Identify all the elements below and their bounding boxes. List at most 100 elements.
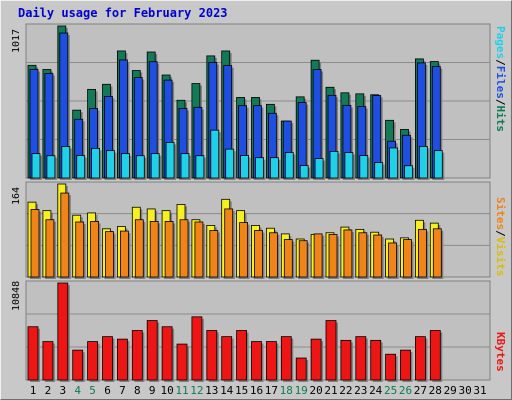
kbytes-bar <box>370 339 382 381</box>
pages-bar <box>106 150 115 179</box>
sites-bar <box>283 239 293 278</box>
sites-bar <box>45 219 55 278</box>
x-axis-label: 22 <box>339 384 352 397</box>
legend-sep: / <box>494 98 507 106</box>
kbytes-bar <box>295 357 307 381</box>
x-axis-label: 24 <box>369 384 383 397</box>
sites-bar <box>313 233 323 278</box>
pages-bar <box>121 153 130 179</box>
pages-bar <box>210 129 220 179</box>
sites-bar <box>358 232 368 278</box>
x-axis-label: 6 <box>104 384 111 397</box>
pages-bar <box>269 157 279 179</box>
pages-bar <box>418 146 428 179</box>
kbytes-bar <box>27 326 39 381</box>
x-axis-label: 9 <box>149 384 156 397</box>
sites-bar <box>90 221 99 278</box>
sites-bar <box>164 221 174 278</box>
sites-bar <box>388 242 398 278</box>
pages-bar <box>61 146 71 179</box>
pages-bar <box>329 150 339 179</box>
pages-bar <box>404 165 413 179</box>
kbytes-bar <box>117 338 128 381</box>
sites-bar <box>403 239 412 278</box>
kbytes-bar <box>221 336 233 381</box>
pages-bar <box>374 162 384 179</box>
kbytes-bar <box>57 282 69 381</box>
sites-legend: Sites <box>494 197 507 231</box>
files-legend: Files <box>494 65 507 99</box>
x-axis-label: 20 <box>309 384 322 397</box>
sites-bar <box>30 209 40 278</box>
x-axis-label: 1 <box>30 384 37 397</box>
sites-bar <box>432 228 442 278</box>
x-axis-label: 17 <box>265 384 278 397</box>
pages-bar <box>91 148 100 179</box>
pages-bar <box>255 157 264 179</box>
kbytes-bar <box>325 320 337 381</box>
sites-bar <box>209 230 219 278</box>
pages-bar <box>76 155 86 179</box>
sites-bar <box>60 192 70 278</box>
pages-bar <box>135 155 145 179</box>
sites-bar <box>254 230 263 278</box>
chart-title: Daily usage for February 2023 <box>18 6 228 20</box>
kbytes-bar <box>176 343 188 381</box>
x-axis-label: 3 <box>59 384 66 397</box>
pages-bar <box>359 155 369 179</box>
pages-bar <box>284 152 294 179</box>
pages-bar <box>344 152 354 179</box>
kbytes-bar <box>340 339 352 381</box>
x-axis-label: 15 <box>235 384 248 397</box>
sites-bar <box>179 219 189 278</box>
pages-bar <box>46 155 56 179</box>
x-axis-label: 5 <box>89 384 96 397</box>
x-axis-label: 16 <box>250 384 263 397</box>
x-axis-label: 10 <box>160 384 173 397</box>
kbytes-legend: KBytes <box>494 332 507 372</box>
visits-legend: Visits <box>494 236 507 277</box>
x-axis-label: 21 <box>324 384 337 397</box>
pages-bar <box>389 147 399 179</box>
kbytes-bar <box>280 336 292 381</box>
x-axis-label: 23 <box>354 384 367 397</box>
sites-bar <box>417 228 427 278</box>
pages-bar <box>433 150 443 179</box>
pages-bar <box>225 148 235 179</box>
pages-bar <box>195 155 205 179</box>
kbytes-bar <box>87 341 98 381</box>
kbytes-bar <box>236 330 248 381</box>
kbytes-bar <box>355 336 367 381</box>
x-axis-label: 28 <box>429 384 442 397</box>
kbytes-bar <box>206 330 218 381</box>
x-axis-label: 18 <box>280 384 293 397</box>
hits-legend: Hits <box>494 105 507 133</box>
x-axis-label: 27 <box>414 384 427 397</box>
pages-bar <box>180 153 190 179</box>
x-axis-label: 12 <box>190 384 203 397</box>
kbytes-bar <box>400 349 411 381</box>
sites-bar <box>298 240 308 278</box>
sites-bar <box>328 234 338 278</box>
pages-bar <box>240 155 250 179</box>
legend-sep: / <box>494 230 507 237</box>
legend-sep: / <box>494 59 507 66</box>
pages-legend: Pages <box>494 26 507 60</box>
x-axis-label: 8 <box>134 384 141 397</box>
x-axis-label: 14 <box>220 384 234 397</box>
pages-bar <box>31 153 41 179</box>
sites-bar <box>134 219 144 278</box>
x-axis-label: 25 <box>384 384 397 397</box>
x-axis-label: 26 <box>399 384 412 397</box>
x-axis-label: 29 <box>444 384 457 397</box>
sites-bar <box>239 222 249 278</box>
sites-bar <box>194 221 204 278</box>
right-label-kbytes: KBytes <box>494 332 507 372</box>
sites-bar <box>149 221 159 278</box>
right-label-visits-sites: Sites/Visits <box>494 197 507 277</box>
x-axis-label: 30 <box>458 384 471 397</box>
kbytes-bar <box>251 341 262 381</box>
sites-bar <box>343 229 353 278</box>
kbytes-bar <box>265 341 277 381</box>
